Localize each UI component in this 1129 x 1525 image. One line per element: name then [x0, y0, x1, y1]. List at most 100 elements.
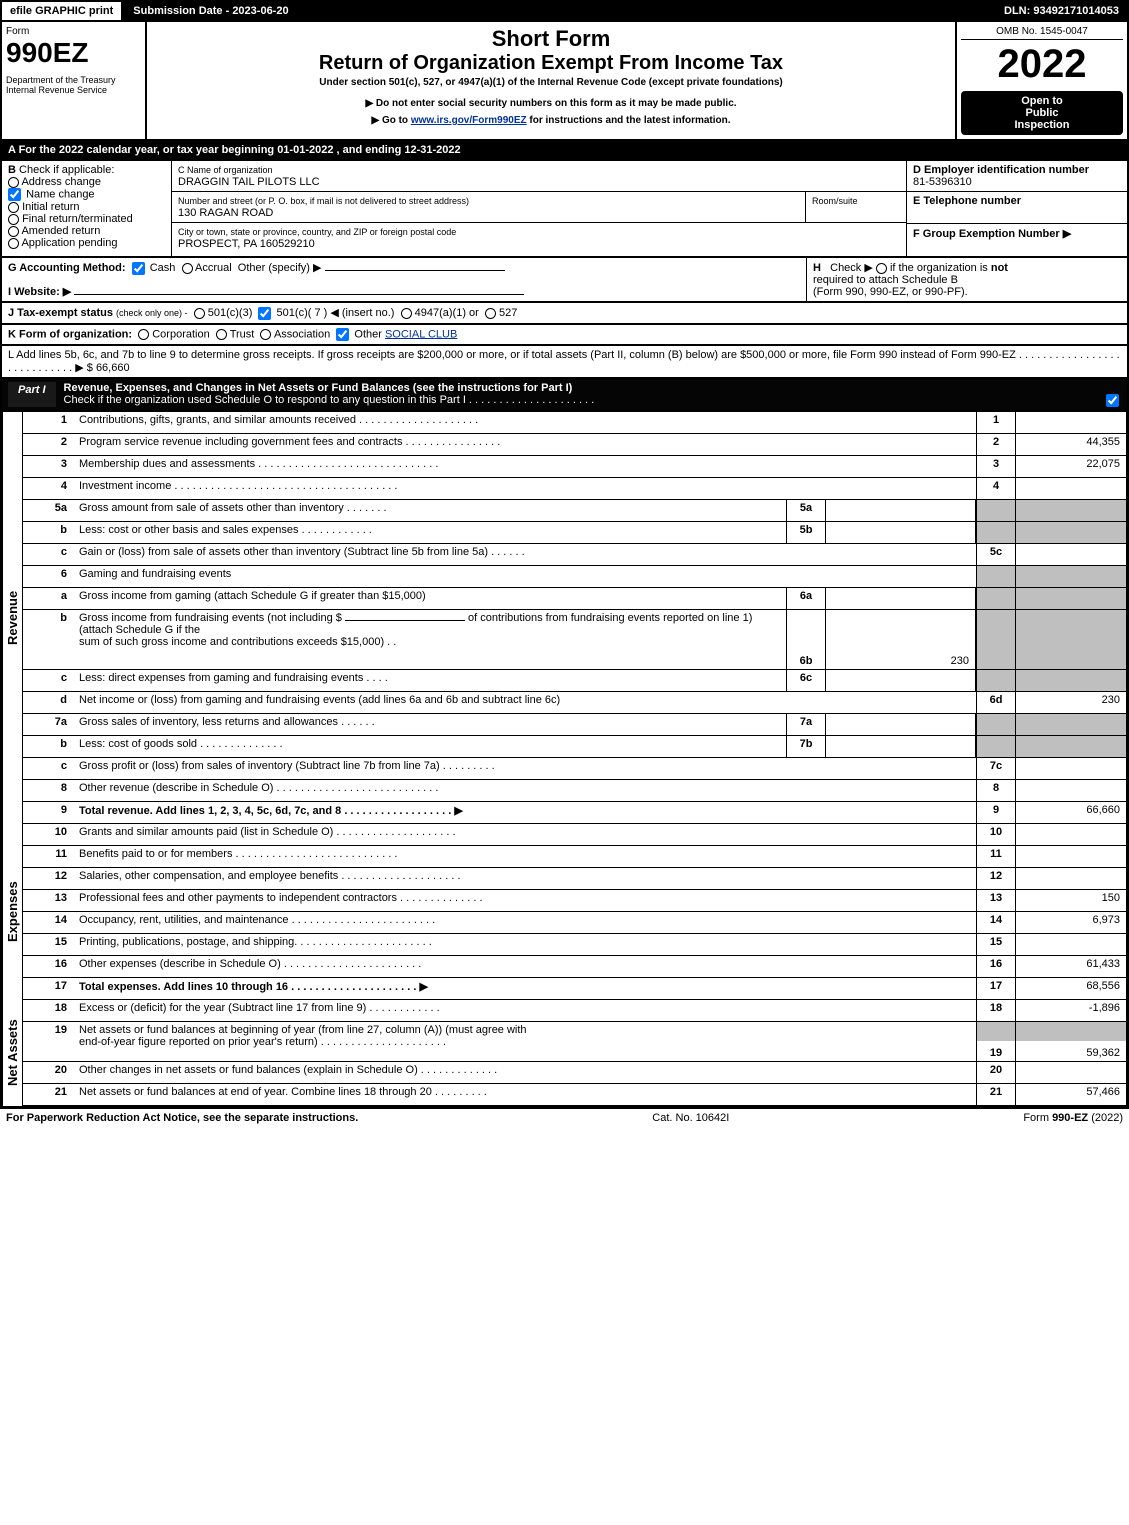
subtitle: Under section 501(c), 527, or 4947(a)(1)…	[151, 77, 951, 88]
check-initial-return[interactable]: Initial return	[8, 201, 165, 213]
g-accrual: Accrual	[195, 262, 232, 274]
l1-r: 1	[976, 412, 1016, 433]
check-final-return[interactable]: Final return/terminated	[8, 213, 165, 225]
l2-t: Program service revenue including govern…	[73, 434, 976, 455]
b-label: B	[8, 164, 16, 176]
check-corp[interactable]	[138, 329, 149, 340]
line-10: 10Grants and similar amounts paid (list …	[22, 824, 1127, 846]
l4-n: 4	[23, 478, 73, 499]
netassets-group: Net Assets 18Excess or (deficit) for the…	[0, 1000, 1129, 1108]
l6d-t: Net income or (loss) from gaming and fun…	[73, 692, 976, 713]
l2-r: 2	[976, 434, 1016, 455]
check-527[interactable]	[485, 308, 496, 319]
dept-irs: Internal Revenue Service	[6, 85, 141, 95]
footer-right-pre: Form	[1023, 1112, 1052, 1124]
l6b-blank[interactable]	[345, 620, 465, 621]
omb-number: OMB No. 1545-0047	[961, 26, 1123, 40]
line-2: 2Program service revenue including gover…	[22, 434, 1127, 456]
top-bar: efile GRAPHIC print Submission Date - 20…	[0, 0, 1129, 22]
page-footer: For Paperwork Reduction Act Notice, see …	[0, 1108, 1129, 1127]
irs-link[interactable]: www.irs.gov/Form990EZ	[411, 115, 527, 126]
org-name: DRAGGIN TAIL PILOTS LLC	[178, 176, 320, 188]
opt-pending: Application pending	[21, 237, 117, 249]
l6a-t: Gross income from gaming (attach Schedul…	[73, 588, 786, 609]
opt-name: Name change	[26, 188, 95, 200]
l19-t1: Net assets or fund balances at beginning…	[79, 1024, 527, 1036]
line-7c: cGross profit or (loss) from sales of in…	[22, 758, 1127, 780]
l5c-v	[1016, 544, 1126, 565]
title-return: Return of Organization Exempt From Incom…	[151, 52, 951, 75]
l17-v: 68,556	[1016, 978, 1126, 999]
check-assoc[interactable]	[260, 329, 271, 340]
line-5c: cGain or (loss) from sale of assets othe…	[22, 544, 1127, 566]
l6a-s: 6a	[786, 588, 826, 609]
check-address-change[interactable]: Address change	[8, 176, 165, 188]
line-14: 14Occupancy, rent, utilities, and mainte…	[22, 912, 1127, 934]
l6c-r	[976, 670, 1016, 691]
c-label: C Name of organization	[178, 165, 273, 175]
line-18: 18Excess or (deficit) for the year (Subt…	[22, 1000, 1127, 1022]
l5b-s: 5b	[786, 522, 826, 543]
submission-date-button[interactable]: Submission Date - 2023-06-20	[123, 0, 298, 20]
l6c-sv	[826, 670, 976, 691]
g-other: Other (specify) ▶	[238, 262, 322, 274]
website-input[interactable]	[74, 294, 524, 295]
l6b-t: Gross income from fundraising events (no…	[73, 610, 786, 669]
org-address: 130 RAGAN ROAD	[178, 207, 273, 219]
line-15: 15Printing, publications, postage, and s…	[22, 934, 1127, 956]
goto-pre: ▶ Go to	[371, 115, 410, 126]
opt-amended: Amended return	[21, 225, 100, 237]
l5a-t: Gross amount from sale of assets other t…	[73, 500, 786, 521]
l4-t: Investment income . . . . . . . . . . . …	[73, 478, 976, 499]
l6d-r: 6d	[976, 692, 1016, 713]
efile-print-button[interactable]: efile GRAPHIC print	[0, 0, 123, 20]
topbar-spacer	[299, 0, 994, 20]
line-11: 11Benefits paid to or for members . . . …	[22, 846, 1127, 868]
l3-n: 3	[23, 456, 73, 477]
check-amended-return[interactable]: Amended return	[8, 225, 165, 237]
line-3: 3Membership dues and assessments . . . .…	[22, 456, 1127, 478]
l1-v	[1016, 412, 1126, 433]
check-501c[interactable]	[258, 307, 271, 320]
j-o2: 501(c)( 7 ) ◀ (insert no.)	[277, 307, 395, 319]
l5c-t: Gain or (loss) from sale of assets other…	[73, 544, 976, 565]
check-cash[interactable]	[132, 262, 145, 275]
l6b-t3: sum of such gross income and contributio…	[79, 636, 396, 648]
part-1-tab: Part I	[8, 382, 56, 407]
l19-n: 19	[23, 1022, 73, 1061]
line-5a: 5aGross amount from sale of assets other…	[22, 500, 1127, 522]
l14-v: 6,973	[1016, 912, 1126, 933]
check-schedule-o[interactable]	[1106, 394, 1119, 407]
opt-final: Final return/terminated	[22, 213, 133, 225]
l18-t: Excess or (deficit) for the year (Subtra…	[73, 1000, 976, 1021]
check-h[interactable]	[876, 263, 887, 274]
l6a-r	[976, 588, 1016, 609]
l7b-sv	[826, 736, 976, 757]
l3-t: Membership dues and assessments . . . . …	[73, 456, 976, 477]
k-o1: Corporation	[152, 328, 209, 340]
check-application-pending[interactable]: Application pending	[8, 237, 165, 249]
l12-t: Salaries, other compensation, and employ…	[73, 868, 976, 889]
l14-r: 14	[976, 912, 1016, 933]
check-accrual[interactable]	[182, 263, 193, 274]
l16-r: 16	[976, 956, 1016, 977]
l6c-s: 6c	[786, 670, 826, 691]
footer-right: Form 990-EZ (2022)	[1023, 1112, 1123, 1124]
check-name-change[interactable]: Name change	[8, 188, 165, 201]
footer-left: For Paperwork Reduction Act Notice, see …	[6, 1112, 358, 1124]
social-club-link[interactable]: SOCIAL CLUB	[385, 328, 457, 340]
check-name-icon[interactable]	[8, 188, 21, 201]
h-t4: (Form 990, 990-EZ, or 990-PF).	[813, 286, 968, 298]
l17-n: 17	[23, 978, 73, 999]
k-o4: Other	[354, 328, 382, 340]
room-label: Room/suite	[812, 196, 858, 206]
check-4947[interactable]	[401, 308, 412, 319]
l7b-s: 7b	[786, 736, 826, 757]
l9-tb: Total revenue. Add lines 1, 2, 3, 4, 5c,…	[79, 805, 463, 817]
g-other-input[interactable]	[325, 270, 505, 271]
check-other-org[interactable]	[336, 328, 349, 341]
l19-v: 59,362	[1086, 1047, 1120, 1059]
check-trust[interactable]	[216, 329, 227, 340]
l12-n: 12	[23, 868, 73, 889]
check-501c3[interactable]	[194, 308, 205, 319]
